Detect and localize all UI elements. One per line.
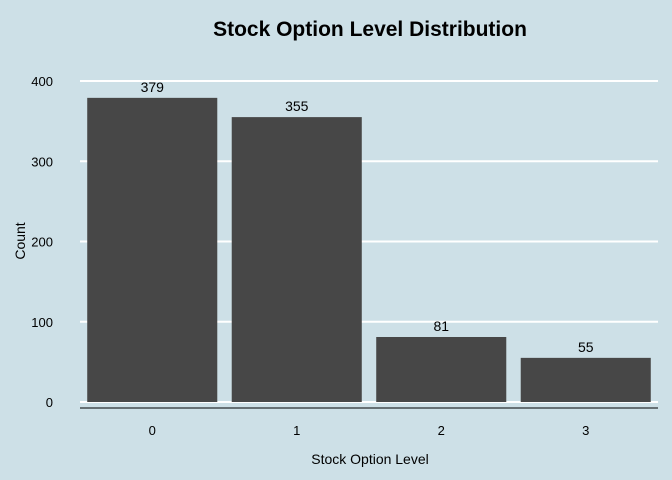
x-tick-label: 1 bbox=[293, 423, 300, 438]
y-tick-label: 100 bbox=[31, 315, 53, 330]
data-label: 355 bbox=[285, 98, 309, 114]
x-tick-label: 3 bbox=[582, 423, 589, 438]
data-labels: 379 355 81 55 bbox=[141, 79, 594, 355]
bar bbox=[376, 336, 507, 402]
y-tick-label: 300 bbox=[31, 154, 53, 169]
x-tick-label: 2 bbox=[438, 423, 445, 438]
bar bbox=[231, 117, 362, 403]
y-tick-label: 200 bbox=[31, 235, 53, 250]
y-tick-label: 400 bbox=[31, 74, 53, 89]
y-axis-label: Count bbox=[12, 222, 28, 259]
bars bbox=[87, 97, 651, 403]
data-label: 81 bbox=[433, 318, 449, 334]
data-label: 379 bbox=[141, 79, 165, 95]
x-tick-label: 0 bbox=[149, 423, 156, 438]
bar bbox=[87, 97, 218, 402]
x-axis-label: Stock Option Level bbox=[311, 451, 429, 467]
y-tick-label: 0 bbox=[46, 395, 53, 410]
bar bbox=[520, 357, 651, 402]
data-label: 55 bbox=[578, 339, 594, 355]
y-axis-ticks: 0 100 200 300 400 bbox=[31, 74, 53, 410]
chart-title: Stock Option Level Distribution bbox=[213, 18, 527, 41]
x-axis-ticks: 0 1 2 3 bbox=[149, 423, 590, 438]
